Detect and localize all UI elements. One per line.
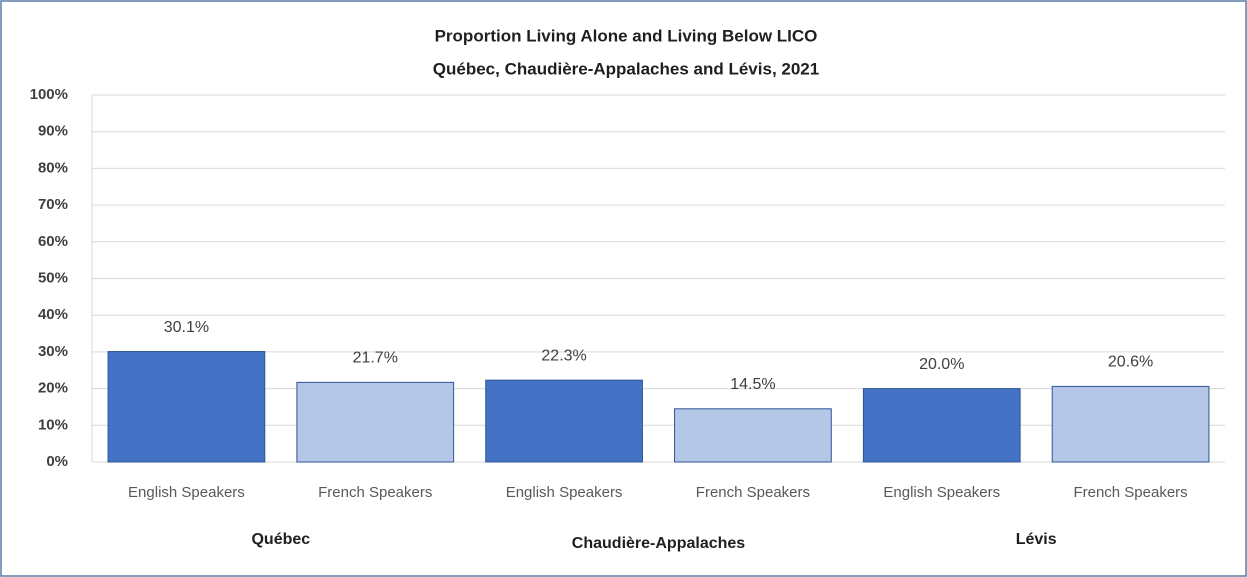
data-label: 20.0%: [919, 356, 964, 373]
bar: [862, 388, 1021, 463]
data-label: 20.6%: [1108, 354, 1153, 371]
y-tick-label: 100%: [30, 86, 68, 103]
bar: [485, 379, 643, 463]
y-tick-label: 0%: [46, 453, 68, 470]
y-tick-label: 20%: [38, 380, 68, 397]
x-tick-label: English Speakers: [883, 484, 1000, 501]
bar: [1051, 385, 1210, 463]
bar: [107, 351, 266, 463]
bar: [674, 408, 832, 463]
x-tick-label: French Speakers: [696, 484, 810, 501]
data-label: 22.3%: [541, 347, 586, 364]
data-label: 14.5%: [730, 376, 775, 393]
y-tick-label: 40%: [38, 306, 68, 323]
data-label: 30.1%: [164, 319, 209, 336]
group-label: Lévis: [1016, 531, 1057, 548]
y-tick-label: 60%: [38, 233, 68, 250]
y-tick-label: 30%: [38, 343, 68, 360]
y-tick-label: 10%: [38, 416, 68, 433]
chart-title: Proportion Living Alone and Living Below…: [435, 26, 818, 45]
x-tick-label: French Speakers: [1073, 484, 1187, 501]
x-tick-label: English Speakers: [128, 484, 245, 501]
x-tick-label: English Speakers: [506, 484, 623, 501]
group-label: Québec: [251, 531, 310, 548]
bar: [296, 381, 455, 463]
x-tick-label: French Speakers: [318, 484, 432, 501]
y-tick-label: 70%: [38, 196, 68, 213]
chart-subtitle: Québec, Chaudière-Appalaches and Lévis, …: [433, 59, 819, 78]
group-label: Chaudière-Appalaches: [572, 535, 745, 552]
y-tick-label: 90%: [38, 123, 68, 140]
data-label: 21.7%: [353, 350, 398, 367]
y-tick-label: 50%: [38, 269, 68, 286]
y-tick-label: 80%: [38, 159, 68, 176]
